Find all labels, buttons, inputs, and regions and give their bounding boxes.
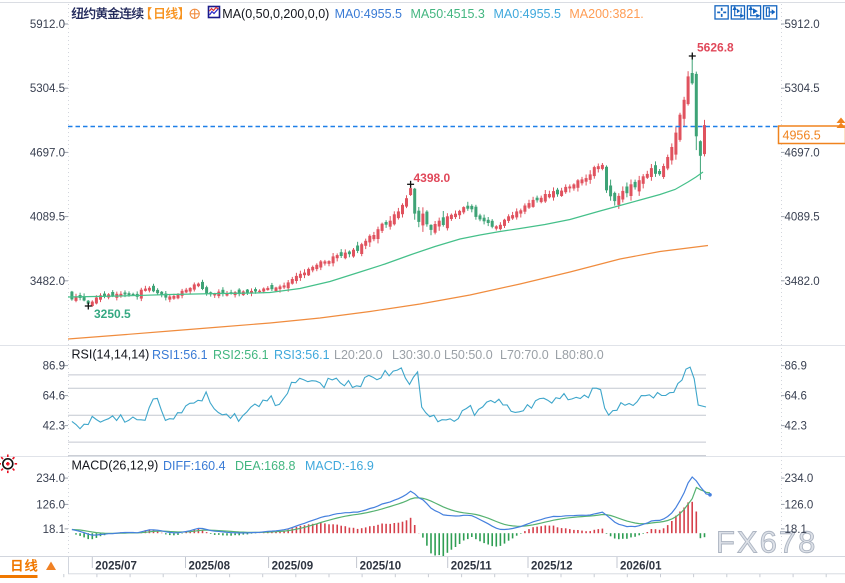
svg-text:MA0:4955.5: MA0:4955.5: [335, 7, 402, 21]
svg-text:234.0: 234.0: [36, 473, 65, 485]
svg-text:L70:70.0: L70:70.0: [500, 348, 549, 362]
svg-text:RSI(14,14,14): RSI(14,14,14): [72, 348, 150, 362]
svg-text:5912.0: 5912.0: [30, 19, 65, 31]
svg-text:L50:50.0: L50:50.0: [444, 348, 493, 362]
svg-text:DEA:168.8: DEA:168.8: [235, 459, 296, 473]
svg-text:2025/07: 2025/07: [95, 561, 137, 573]
svg-text:42.3: 42.3: [785, 421, 807, 433]
svg-text:RSI1:56.1: RSI1:56.1: [152, 348, 208, 362]
svg-text:5304.5: 5304.5: [785, 83, 820, 95]
svg-text:5304.5: 5304.5: [30, 83, 65, 95]
svg-text:5912.0: 5912.0: [785, 19, 820, 31]
svg-text:DIFF:160.4: DIFF:160.4: [163, 459, 226, 473]
svg-text:RSI3:56.1: RSI3:56.1: [274, 348, 330, 362]
svg-text:3482.0: 3482.0: [785, 276, 820, 288]
svg-text:MACD(26,12,9): MACD(26,12,9): [72, 459, 159, 473]
svg-text:4697.0: 4697.0: [785, 147, 820, 159]
svg-text:64.6: 64.6: [43, 391, 65, 403]
svg-text:2025/11: 2025/11: [451, 561, 493, 573]
svg-text:86.9: 86.9: [785, 361, 807, 373]
svg-text:42.3: 42.3: [43, 421, 65, 433]
svg-text:5626.8: 5626.8: [697, 41, 734, 55]
svg-text:L30:30.0: L30:30.0: [392, 348, 441, 362]
svg-text:3482.0: 3482.0: [30, 276, 65, 288]
svg-text:64.6: 64.6: [785, 391, 807, 403]
svg-text:2025/09: 2025/09: [272, 561, 314, 573]
svg-text:2026/01: 2026/01: [620, 561, 662, 573]
svg-text:4956.5: 4956.5: [783, 129, 821, 143]
svg-text:MACD:-16.9: MACD:-16.9: [305, 459, 374, 473]
svg-text:L20:20.0: L20:20.0: [334, 348, 383, 362]
svg-text:4089.5: 4089.5: [30, 212, 65, 224]
svg-text:234.0: 234.0: [785, 473, 814, 485]
svg-text:4089.5: 4089.5: [785, 212, 820, 224]
svg-text:MA50:4515.3: MA50:4515.3: [411, 7, 485, 21]
svg-text:126.0: 126.0: [36, 499, 65, 511]
svg-text:MA(0,50,0,200,0,0): MA(0,50,0,200,0,0): [222, 7, 329, 21]
svg-text:4398.0: 4398.0: [414, 171, 451, 185]
svg-text:18.1: 18.1: [785, 524, 807, 536]
svg-text:126.0: 126.0: [785, 499, 814, 511]
svg-text:4697.0: 4697.0: [30, 147, 65, 159]
svg-text:MA0:4955.5: MA0:4955.5: [494, 7, 561, 21]
svg-text:2025/10: 2025/10: [360, 561, 402, 573]
svg-text:86.9: 86.9: [43, 361, 65, 373]
svg-text:3250.5: 3250.5: [94, 307, 131, 321]
svg-text:MA200:3821.: MA200:3821.: [569, 7, 643, 21]
svg-text:L80:80.0: L80:80.0: [555, 348, 604, 362]
svg-text:RSI2:56.1: RSI2:56.1: [213, 348, 269, 362]
svg-text:18.1: 18.1: [43, 524, 65, 536]
svg-text:2025/08: 2025/08: [189, 561, 231, 573]
svg-text:2025/12: 2025/12: [531, 561, 573, 573]
